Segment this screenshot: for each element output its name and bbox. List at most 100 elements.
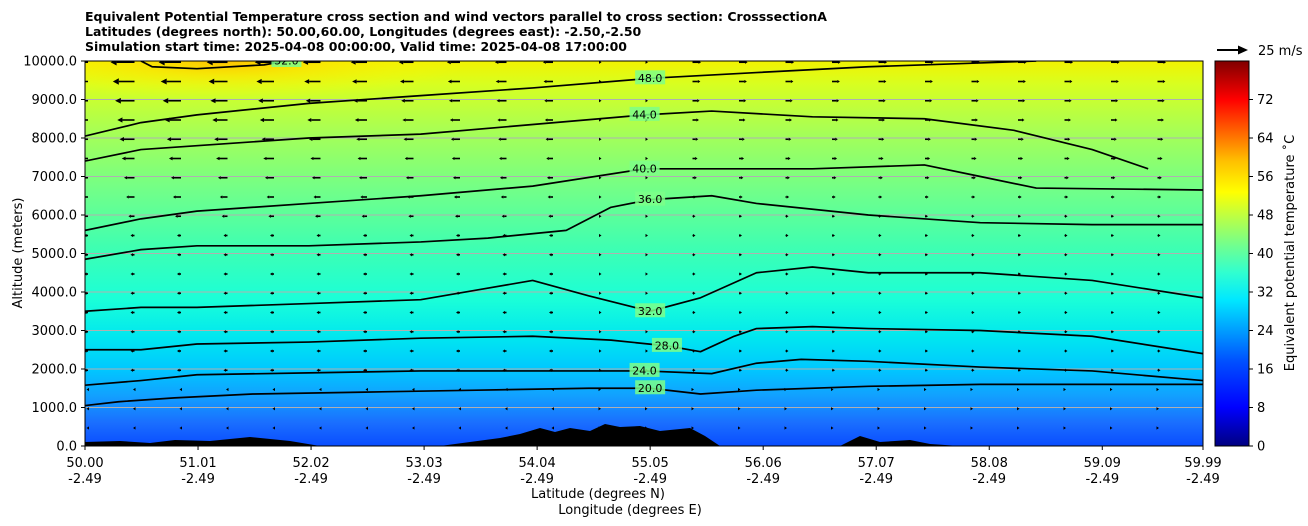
wind-vector <box>1111 137 1117 141</box>
wind-vector <box>645 407 648 411</box>
wind-vector <box>86 426 89 430</box>
x-tick-label-lat: 50.00 <box>66 456 103 471</box>
wind-vector <box>1204 330 1207 333</box>
wind-vector <box>316 330 321 334</box>
wind-vector <box>399 79 414 84</box>
wind-vector <box>112 78 135 85</box>
wind-vector <box>1157 137 1164 141</box>
wind-vector <box>785 253 789 257</box>
wind-vector <box>498 137 507 141</box>
wind-vector <box>356 137 367 141</box>
wind-vector <box>970 426 973 430</box>
wind-vector <box>319 387 322 392</box>
wind-vector <box>691 426 694 430</box>
wind-vector <box>1204 369 1207 372</box>
wind-vector <box>545 137 553 141</box>
wind-vector <box>1064 291 1068 295</box>
wind-vector <box>223 291 228 295</box>
wind-vector <box>448 99 460 103</box>
colorbar-tick-label: 24 <box>1257 324 1274 339</box>
wind-vector <box>1017 407 1020 411</box>
wind-vector <box>305 98 321 103</box>
y-tick-label: 1000.0 <box>32 401 78 416</box>
x-tick-label-lon: -2.49 <box>1085 472 1119 487</box>
wind-vector <box>1204 99 1211 102</box>
wind-vector <box>86 387 89 392</box>
wind-vector <box>398 61 414 65</box>
wind-vector <box>319 426 322 430</box>
contour-label: 44.0 <box>632 108 657 121</box>
contour-label: 48.0 <box>638 72 663 85</box>
wind-vector <box>1111 330 1114 334</box>
title-line-3: Simulation start time: 2025-04-08 00:00:… <box>85 39 627 54</box>
wind-vector <box>363 330 367 334</box>
wind-vector <box>1157 195 1162 199</box>
wind-vector <box>925 310 928 315</box>
wind-vector <box>128 214 135 218</box>
wind-vector <box>739 233 742 238</box>
wind-vector <box>738 426 741 430</box>
wind-vector <box>85 99 88 102</box>
wind-vector <box>270 368 274 372</box>
wind-vector <box>130 310 135 315</box>
wind-vector <box>302 61 321 65</box>
wind-vector <box>599 253 602 257</box>
wind-vector <box>832 272 835 276</box>
wind-vector <box>1110 426 1113 430</box>
wind-vector <box>160 78 181 85</box>
wind-vector <box>1063 387 1066 392</box>
wind-vector <box>878 253 882 257</box>
y-tick-label: 7000.0 <box>32 170 78 185</box>
wind-vector <box>363 291 367 295</box>
wind-vector <box>1064 272 1068 276</box>
wind-vector <box>692 176 697 180</box>
contour-label: 28.0 <box>655 339 680 352</box>
wind-vector <box>692 253 696 257</box>
quiver-key-label: 25 m/s <box>1258 44 1303 59</box>
wind-vector <box>599 291 602 295</box>
wind-vector <box>1111 310 1114 315</box>
wind-vector <box>971 176 976 180</box>
wind-vector <box>1157 99 1165 103</box>
wind-vector <box>363 253 367 257</box>
wind-vector <box>412 426 415 430</box>
wind-vector <box>691 407 694 411</box>
wind-vector <box>877 407 880 411</box>
wind-vector <box>449 118 460 122</box>
wind-vector <box>1064 214 1068 218</box>
wind-vector <box>785 349 789 353</box>
wind-vector <box>1111 195 1115 199</box>
wind-vector <box>785 214 789 218</box>
wind-vector <box>409 272 414 276</box>
wind-vector <box>365 407 368 411</box>
wind-vector <box>1111 176 1116 180</box>
wind-vector <box>219 195 228 199</box>
wind-vector <box>878 310 882 315</box>
x-tick-label-lat: 55.05 <box>632 456 669 471</box>
wind-vector <box>313 195 321 199</box>
wind-vector <box>645 214 648 218</box>
wind-vector <box>316 349 321 353</box>
wind-vector <box>599 349 602 353</box>
wind-vector <box>542 61 553 64</box>
wind-vector <box>1064 118 1071 122</box>
wind-vector <box>1110 407 1113 411</box>
wind-vector <box>499 156 507 161</box>
wind-vector <box>971 233 975 238</box>
wind-vector <box>1111 79 1119 84</box>
wind-vector <box>1018 253 1021 257</box>
wind-vector <box>494 61 507 64</box>
wind-vector <box>1157 156 1163 161</box>
wind-vector <box>1204 176 1208 179</box>
wind-vector <box>454 195 460 199</box>
wind-vector <box>1157 330 1161 334</box>
wind-vector <box>1064 137 1071 141</box>
wind-vector <box>598 407 601 411</box>
wind-vector <box>304 79 321 84</box>
wind-vector <box>878 79 887 84</box>
wind-vector <box>832 214 835 218</box>
wind-vector <box>645 349 648 353</box>
wind-vector <box>409 349 414 353</box>
wind-vector <box>878 176 883 180</box>
wind-vector <box>85 157 88 160</box>
